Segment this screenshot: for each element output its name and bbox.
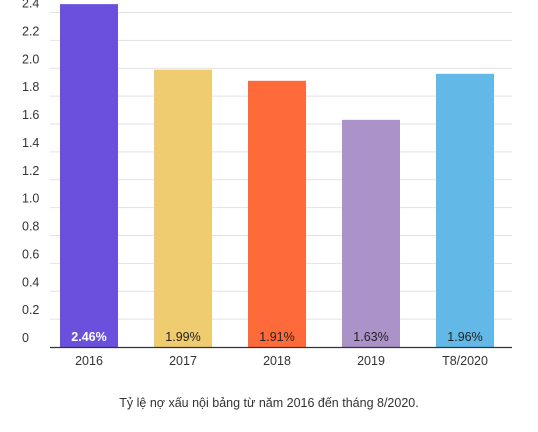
x-axis: 2016 2017 2018 2019 T8/2020 <box>75 354 488 368</box>
x-tick-label: 2018 <box>263 354 291 368</box>
bar-2018 <box>248 80 306 347</box>
bar-2016 <box>60 4 118 347</box>
x-tick-label: T8/2020 <box>442 354 488 368</box>
data-labels: 2.46% 1.99% 1.91% 1.63% 1.96% <box>71 330 482 344</box>
bar-2019 <box>342 119 400 347</box>
y-tick-label: 0.4 <box>22 275 39 289</box>
y-tick-label: 2.0 <box>22 52 39 66</box>
y-tick-label: 2.2 <box>22 24 39 38</box>
y-tick-label: 1.2 <box>22 164 39 178</box>
data-label: 2.46% <box>71 330 106 344</box>
y-axis: 0 0.2 0.4 0.6 0.8 1.0 1.2 1.4 1.6 1.8 2.0 2.2 2.4 <box>22 0 39 345</box>
y-tick-label: 0 <box>22 331 29 345</box>
bar-chart: 0 0.2 0.4 0.6 0.8 1.0 1.2 1.4 1.6 1.8 2.0 2.2 2.4 2.4… <box>22 0 512 368</box>
chart-caption: Tỷ lệ nợ xấu nội bảng từ năm 2016 đến th… <box>119 396 419 410</box>
data-label: 1.63% <box>353 330 388 344</box>
y-tick-label: 0.2 <box>22 303 39 317</box>
x-tick-label: 2016 <box>75 354 103 368</box>
bar-t8-2020 <box>436 73 494 347</box>
y-tick-label: 0.6 <box>22 247 39 261</box>
x-tick-label: 2017 <box>169 354 197 368</box>
chart-canvas: 0 0.2 0.4 0.6 0.8 1.0 1.2 1.4 1.6 1.8 2.0 2.2 2.4 2.4… <box>22 0 512 368</box>
y-tick-label: 0.8 <box>22 220 39 234</box>
y-tick-label: 1.0 <box>22 192 39 206</box>
data-label: 1.91% <box>259 330 294 344</box>
bar-series <box>60 4 494 348</box>
y-tick-label: 1.6 <box>22 108 39 122</box>
y-tick-label: 1.4 <box>22 136 39 150</box>
y-tick-label: 2.4 <box>22 0 39 11</box>
data-label: 1.96% <box>447 330 482 344</box>
data-label: 1.99% <box>165 330 200 344</box>
y-tick-label: 1.8 <box>22 80 39 94</box>
x-tick-label: 2019 <box>357 354 385 368</box>
bar-2017 <box>154 69 212 348</box>
